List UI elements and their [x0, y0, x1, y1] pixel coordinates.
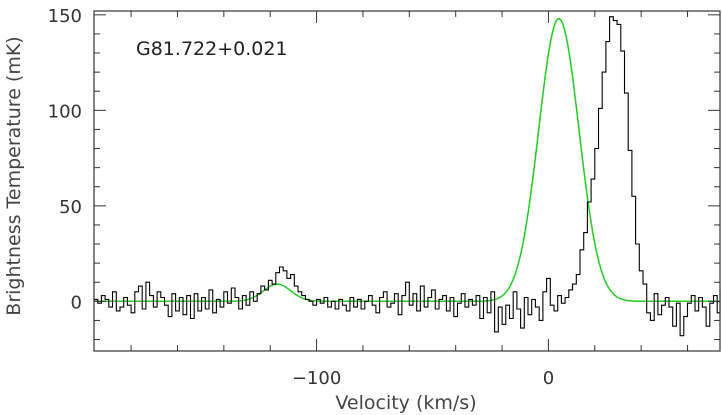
y-tick-label: 50	[59, 197, 82, 218]
y-tick-labels: 0 50 100 150	[48, 6, 82, 314]
x-tick-label: 0	[543, 368, 554, 389]
fit-curve-layer	[94, 17, 720, 303]
axis-ticks	[94, 11, 720, 351]
plot-frame	[93, 10, 721, 352]
observed-spectrum-layer	[94, 16, 721, 337]
y-tick-label: 150	[48, 6, 82, 27]
gaussian-fit-curve	[94, 17, 720, 303]
y-tick-label: 100	[48, 101, 82, 122]
y-tick-label: 0	[71, 292, 82, 313]
observed-spectrum-histogram	[94, 16, 721, 337]
x-tick-label: −100	[292, 368, 341, 389]
x-tick-labels: −100 0	[292, 368, 554, 389]
y-axis-label: Brightness Temperature (mK)	[3, 36, 25, 315]
x-axis-label: Velocity (km/s)	[335, 392, 476, 414]
source-name-annotation: G81.722+0.021	[136, 38, 288, 60]
